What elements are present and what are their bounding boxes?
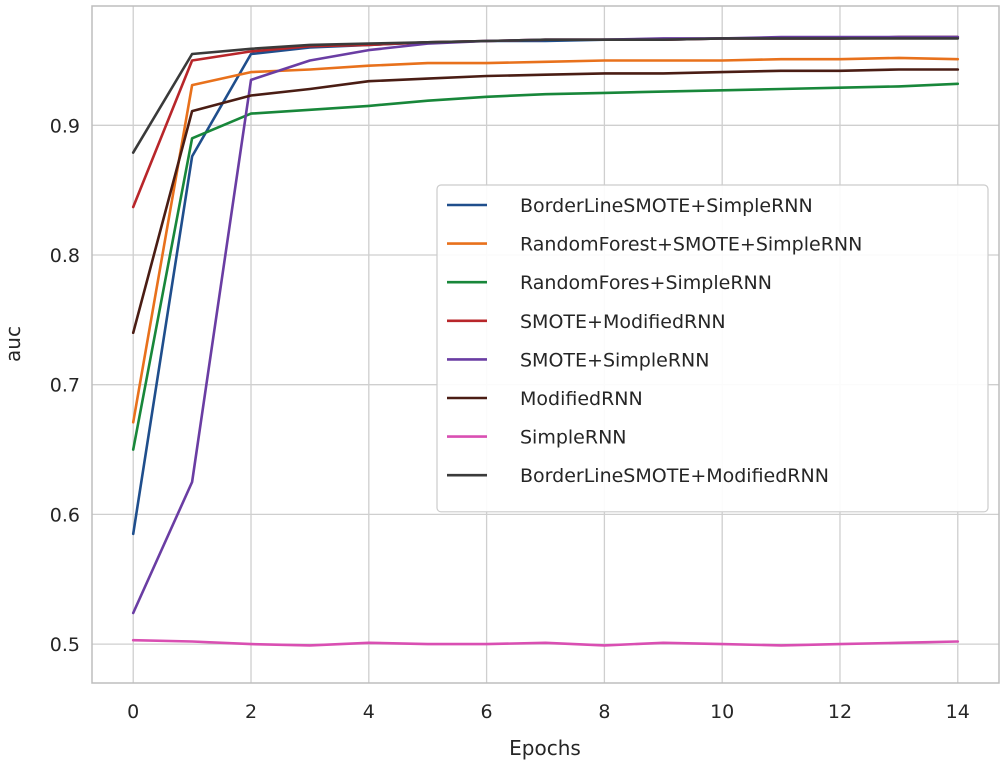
- y-tick-labels: 0.5 0.6 0.7 0.8 0.9: [50, 115, 80, 656]
- x-axis-label: Epochs: [509, 736, 581, 760]
- x-tick-labels: 0 2 4 6 8 10 12 14: [127, 701, 970, 723]
- x-tick-label: 4: [363, 701, 375, 723]
- y-axis-label: auc: [1, 326, 25, 362]
- series-line-5: [131, 68, 960, 335]
- legend-label: BorderLineSMOTE+ModifiedRNN: [520, 465, 829, 487]
- x-tick-label: 2: [245, 701, 257, 723]
- series-line-7: [131, 37, 960, 154]
- legend-label: RandomForest+SMOTE+SimpleRNN: [520, 234, 862, 256]
- legend-box: [436, 184, 989, 513]
- series-line-1: [131, 56, 960, 424]
- x-tick-label: 6: [481, 701, 493, 723]
- legend-label: SimpleRNN: [520, 427, 627, 449]
- legend-label: SMOTE+ModifiedRNN: [520, 311, 726, 333]
- y-tick-label: 0.9: [50, 115, 80, 137]
- series-line-2: [131, 82, 960, 451]
- legend-label: ModifiedRNN: [520, 388, 643, 410]
- series-lines: [131, 35, 960, 647]
- series-line-6: [131, 638, 960, 647]
- y-tick-label: 0.7: [50, 375, 80, 397]
- x-tick-label: 14: [946, 701, 970, 723]
- x-tick-label: 12: [828, 701, 852, 723]
- plot-frame: [91, 5, 1000, 684]
- x-tick-label: 10: [710, 701, 734, 723]
- y-tick-label: 0.6: [50, 504, 80, 526]
- legend: BorderLineSMOTE+SimpleRNN RandomForest+SM…: [436, 184, 989, 513]
- x-tick-label: 0: [127, 701, 139, 723]
- legend-label: RandomFores+SimpleRNN: [520, 272, 772, 294]
- y-tick-label: 0.8: [50, 245, 80, 267]
- y-tick-label: 0.5: [50, 634, 80, 656]
- legend-label: BorderLineSMOTE+SimpleRNN: [520, 195, 813, 217]
- x-tick-label: 8: [598, 701, 610, 723]
- legend-label: SMOTE+SimpleRNN: [520, 349, 709, 371]
